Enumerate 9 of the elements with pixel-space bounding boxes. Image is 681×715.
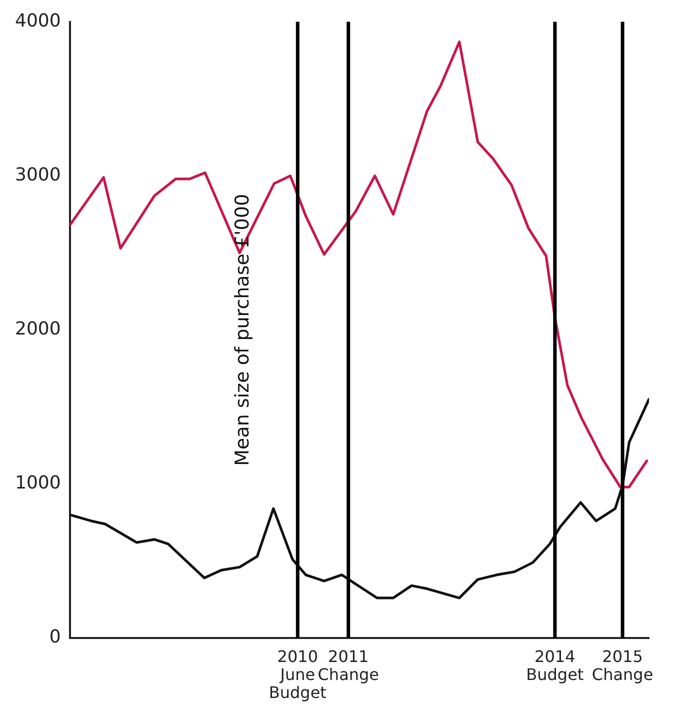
y-tick-label: 4000 (14, 10, 61, 32)
y-tick-label: 2000 (14, 318, 61, 340)
y-tick-label: 0 (49, 626, 61, 648)
y-tick-label: 1000 (14, 472, 61, 494)
ref-line-label: 2015 Change (592, 647, 654, 684)
y-axis-title: Mean size of purchase £'000 (232, 194, 254, 466)
y-tick-label: 3000 (14, 164, 61, 186)
ref-line-label: 2014 Budget (526, 647, 584, 684)
ref-line-label: 2011 Change (318, 647, 380, 684)
